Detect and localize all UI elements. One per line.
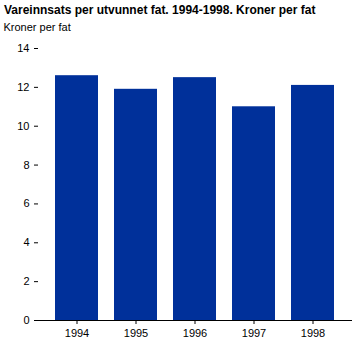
svg-text:1995: 1995 (124, 327, 148, 339)
svg-text:1994: 1994 (65, 327, 89, 339)
svg-text:14: 14 (17, 42, 29, 54)
svg-text:8: 8 (23, 159, 29, 171)
svg-text:1996: 1996 (183, 327, 207, 339)
svg-text:0: 0 (23, 314, 29, 326)
svg-text:2: 2 (23, 275, 29, 287)
svg-text:4: 4 (23, 236, 29, 248)
svg-text:6: 6 (23, 197, 29, 209)
svg-text:1997: 1997 (242, 327, 266, 339)
svg-text:12: 12 (17, 81, 29, 93)
svg-text:10: 10 (17, 120, 29, 132)
html-text:Vareinnsats per utvunnet fat.: Vareinnsats per utvunnet fat. 1994-1998.… (4, 3, 316, 17)
svg-text:Kroner per fat: Kroner per fat (4, 21, 71, 33)
svg-text:1998: 1998 (301, 327, 325, 339)
